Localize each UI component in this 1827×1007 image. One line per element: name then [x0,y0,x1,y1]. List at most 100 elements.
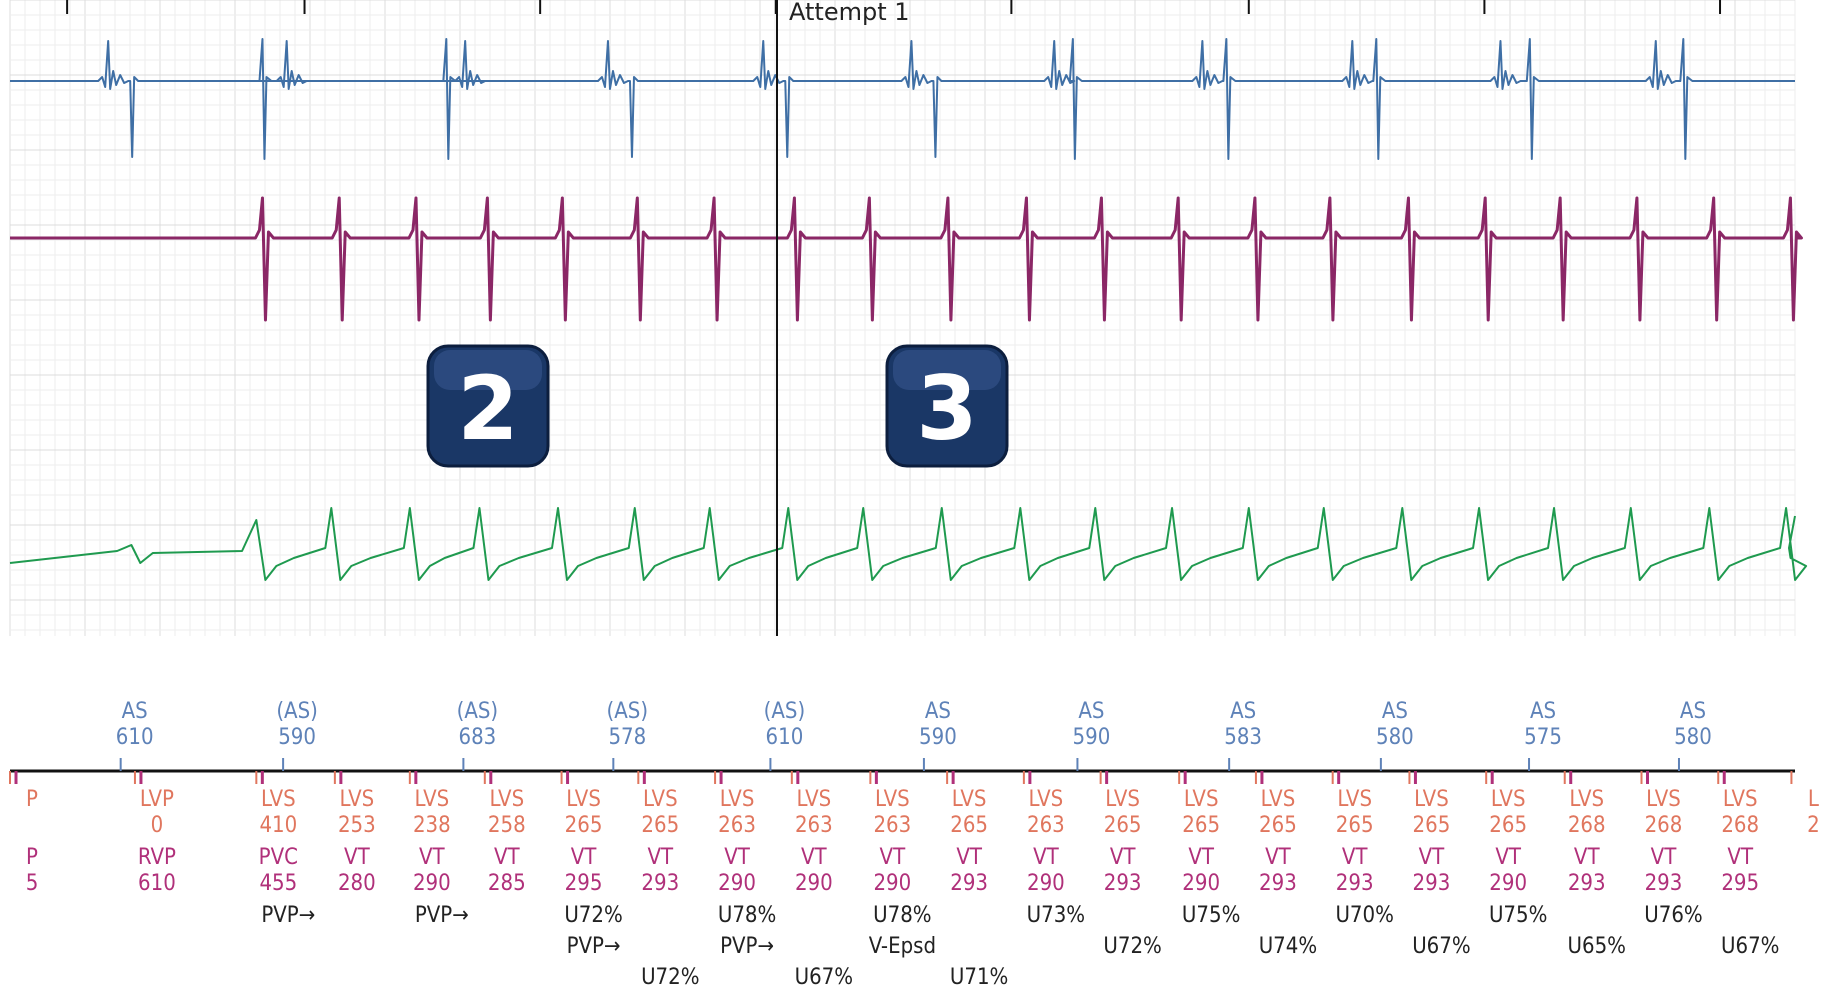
rv-marker-label: VT [956,845,983,870]
lv-marker-label: L [1808,787,1819,812]
as-marker-value: 590 [1073,725,1111,750]
lv-marker-label: LVS [1105,787,1140,812]
rv-marker-value: 455 [259,871,297,896]
rv-marker-label: VT [880,845,907,870]
rv-marker-label: PVC [259,845,298,870]
lv-marker-value: 410 [259,813,297,838]
lv-marker-value: 265 [565,813,603,838]
lv-marker-value: 265 [1104,813,1142,838]
marker-note: U75% [1489,903,1547,928]
lv-marker-value: 0 [151,813,164,838]
lv-marker-label: LVS [1569,787,1604,812]
lv-marker-label: LVS [720,787,755,812]
rv-marker-label: VT [1651,845,1678,870]
lv-marker-value: 268 [1721,813,1759,838]
rv-marker-label: VT [801,845,828,870]
as-marker-value: 610 [766,725,804,750]
badge-2-label: 2 [457,357,518,460]
as-marker-label: AS [1078,699,1104,724]
rv-marker-value: 293 [1413,871,1451,896]
rv-marker-label: VT [1033,845,1060,870]
rv-marker-label: VT [1188,845,1215,870]
lv-marker-value: 268 [1645,813,1683,838]
marker-note: U72% [1103,934,1161,959]
lv-marker-value: 265 [1182,813,1220,838]
lv-marker-label: LVS [489,787,524,812]
rv-marker-value: 293 [950,871,988,896]
atrial-egm-trace [10,38,1795,160]
as-marker-label: AS [1230,699,1256,724]
marker-note: U72% [641,965,699,990]
lv-marker-label: P [26,787,38,812]
lv-marker-value: 265 [1489,813,1527,838]
as-marker-label: AS [122,699,148,724]
lv-marker-value: 253 [338,813,376,838]
marker-note: U72% [564,903,622,928]
rv-marker-label: VT [1574,845,1601,870]
lv-marker-value: 238 [413,813,451,838]
marker-note: U67% [1412,934,1470,959]
lv-marker-label: LVS [1723,787,1758,812]
rv-marker-label: VT [1342,845,1369,870]
lv-marker-value: 265 [1259,813,1297,838]
badge-3-label: 3 [916,357,977,460]
chart-title: Attempt 1 [789,0,910,26]
lv-marker-label: LVS [643,787,678,812]
marker-note: U74% [1259,934,1317,959]
marker-note: U70% [1335,903,1393,928]
marker-note: PVP→ [720,934,774,959]
lv-marker-label: LVS [566,787,601,812]
rv-marker-label: VT [1727,845,1754,870]
as-marker-label: (AS) [457,699,499,724]
as-marker-label: (AS) [276,699,318,724]
marker-note: U78% [873,903,931,928]
lv-marker-label: LVS [875,787,910,812]
marker-note: PVP→ [415,903,469,928]
lv-marker-value: 263 [1027,813,1065,838]
rv-marker-value: 290 [1489,871,1527,896]
marker-note: PVP→ [261,903,315,928]
badge-2: 2 [426,344,550,468]
rv-marker-label: VT [1110,845,1137,870]
rv-marker-label: VT [724,845,751,870]
rv-egm-trace [10,196,1803,322]
lv-marker-value: 258 [488,813,526,838]
rv-marker-value: 293 [1645,871,1683,896]
badge-3: 3 [885,344,1009,468]
rv-marker-value: 295 [565,871,603,896]
rv-marker-label: P [26,845,38,870]
lv-marker-value: 263 [873,813,911,838]
as-marker-value: 683 [458,725,496,750]
lv-marker-value: 263 [718,813,756,838]
rv-marker-value: 5 [26,871,39,896]
lv-marker-label: LVS [340,787,375,812]
rv-marker-label: VT [1419,845,1446,870]
lv-marker-label: LVS [796,787,831,812]
rv-marker-value: 290 [413,871,451,896]
marker-note: PVP→ [567,934,621,959]
lv-marker-value: 265 [1413,813,1451,838]
lv-marker-label: LVP [140,787,174,812]
rv-marker-label: VT [344,845,371,870]
lv-marker-value: 268 [1568,813,1606,838]
lv-marker-label: LVS [1261,787,1296,812]
rv-marker-value: 290 [795,871,833,896]
as-marker-label: AS [925,699,951,724]
rv-marker-label: VT [571,845,598,870]
rv-marker-label: VT [494,845,521,870]
rv-marker-value: 280 [338,871,376,896]
as-marker-value: 590 [919,725,957,750]
as-marker-value: 590 [278,725,316,750]
as-marker-value: 580 [1376,725,1414,750]
marker-note: U71% [950,965,1008,990]
as-marker-label: AS [1530,699,1556,724]
rv-marker-value: 290 [1182,871,1220,896]
as-marker-value: 610 [116,725,154,750]
rv-marker-value: 290 [718,871,756,896]
as-marker-label: (AS) [764,699,806,724]
marker-note: U76% [1644,903,1702,928]
rv-marker-value: 295 [1721,871,1759,896]
as-marker-label: (AS) [607,699,649,724]
marker-note: U67% [795,965,853,990]
lv-marker-label: LVS [1184,787,1219,812]
